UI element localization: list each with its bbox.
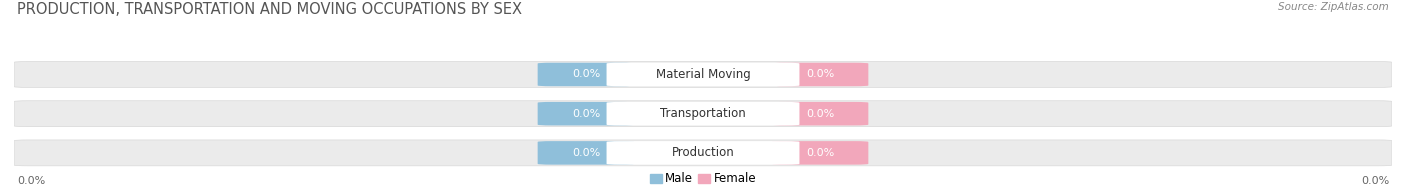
- Text: 0.0%: 0.0%: [1361, 176, 1389, 186]
- FancyBboxPatch shape: [606, 102, 800, 125]
- FancyBboxPatch shape: [772, 102, 869, 125]
- FancyBboxPatch shape: [772, 141, 869, 165]
- FancyBboxPatch shape: [14, 140, 1392, 166]
- Text: Material Moving: Material Moving: [655, 68, 751, 81]
- Text: 0.0%: 0.0%: [17, 176, 45, 186]
- FancyBboxPatch shape: [537, 63, 634, 86]
- Text: 0.0%: 0.0%: [572, 69, 600, 80]
- Text: 0.0%: 0.0%: [806, 148, 834, 158]
- Text: 0.0%: 0.0%: [806, 69, 834, 80]
- Text: Production: Production: [672, 146, 734, 159]
- Text: 0.0%: 0.0%: [806, 109, 834, 119]
- FancyBboxPatch shape: [14, 101, 1392, 127]
- FancyBboxPatch shape: [606, 63, 800, 86]
- FancyBboxPatch shape: [537, 141, 634, 165]
- FancyBboxPatch shape: [772, 63, 869, 86]
- Text: Transportation: Transportation: [661, 107, 745, 120]
- Legend: Male, Female: Male, Female: [645, 168, 761, 190]
- Text: 0.0%: 0.0%: [572, 109, 600, 119]
- FancyBboxPatch shape: [606, 141, 800, 165]
- Text: PRODUCTION, TRANSPORTATION AND MOVING OCCUPATIONS BY SEX: PRODUCTION, TRANSPORTATION AND MOVING OC…: [17, 2, 522, 17]
- Text: Source: ZipAtlas.com: Source: ZipAtlas.com: [1278, 2, 1389, 12]
- FancyBboxPatch shape: [14, 62, 1392, 87]
- FancyBboxPatch shape: [537, 102, 634, 125]
- Text: 0.0%: 0.0%: [572, 148, 600, 158]
